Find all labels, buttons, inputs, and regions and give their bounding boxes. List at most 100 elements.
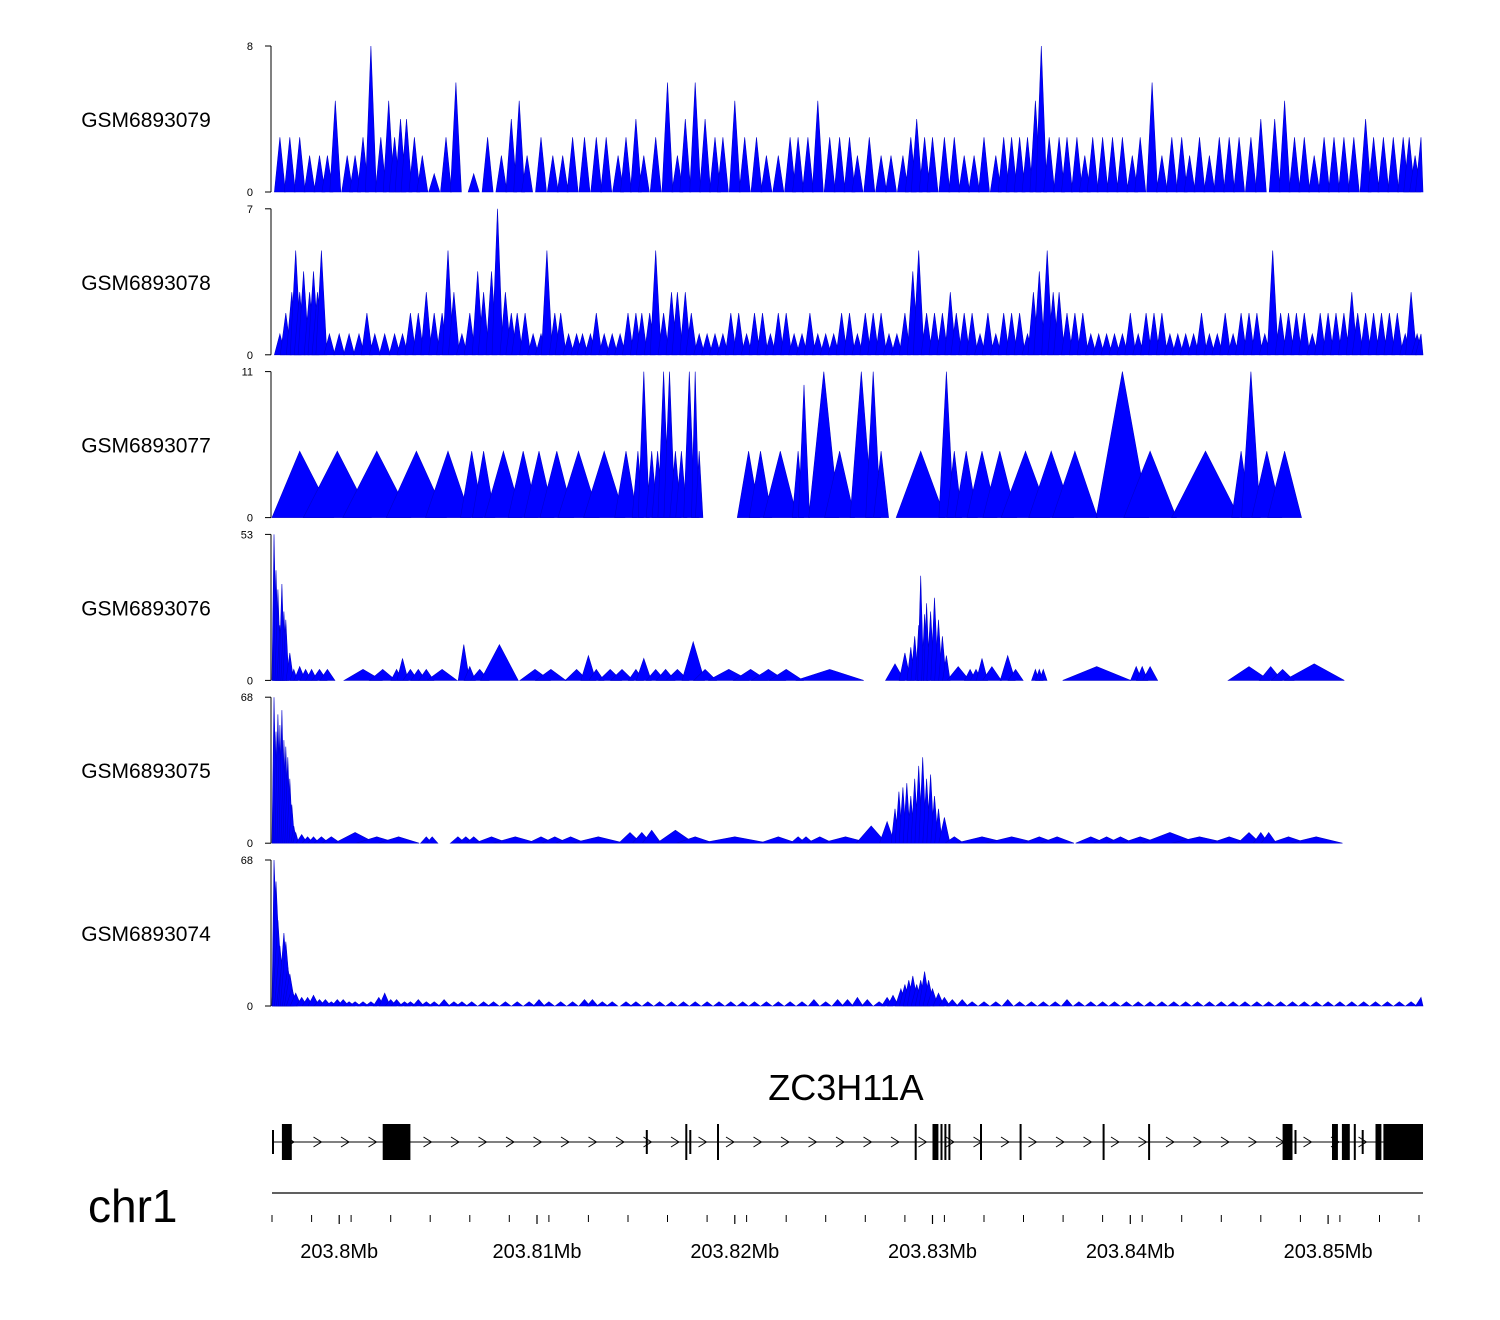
strand-arrow (670, 1136, 680, 1148)
gene-exon (1353, 1124, 1356, 1160)
peak (341, 155, 354, 193)
peak (1108, 1001, 1121, 1007)
peak (612, 155, 624, 193)
peak (873, 451, 889, 518)
peak (1013, 1001, 1026, 1007)
peak (1013, 313, 1026, 356)
genome-axis: 203.8Mb 203.81Mb 203.82Mb 203.83Mb 203.84Mb 2… (271, 1192, 1423, 1263)
peak (958, 313, 971, 356)
peak (455, 1001, 469, 1007)
peak (566, 1001, 579, 1007)
peak (699, 118, 711, 193)
peak (1131, 1001, 1145, 1007)
peak (899, 313, 911, 356)
peak (323, 332, 336, 356)
peak (912, 250, 925, 356)
gene-exon (1148, 1124, 1151, 1160)
peak (404, 313, 417, 356)
peak (802, 137, 814, 193)
peak (756, 313, 769, 356)
peak (1193, 137, 1206, 193)
coverage-tracks: GSM689307980GSM689307870GSM6893077110GSM… (81, 41, 1424, 1013)
strand-arrow (698, 1136, 708, 1148)
gene-exon (914, 1124, 917, 1160)
peak (657, 313, 670, 356)
peak (693, 668, 718, 681)
peak (724, 313, 737, 356)
peak (416, 155, 429, 193)
peak (824, 451, 855, 518)
peak (1391, 313, 1404, 356)
peak (855, 825, 887, 844)
peak (1132, 332, 1145, 356)
peak (867, 313, 880, 356)
peak (590, 313, 603, 356)
y-tick-label-min: 0 (247, 838, 253, 850)
peak (1191, 1001, 1204, 1007)
peak (315, 250, 328, 356)
peak (946, 666, 971, 681)
peak (823, 137, 836, 193)
peak (1043, 137, 1056, 193)
peak (1036, 1001, 1050, 1007)
track-GSM6893079: GSM6893079 8 0 (81, 41, 1424, 199)
peak (717, 137, 729, 193)
gene-exon (1332, 1124, 1338, 1160)
peak (1025, 1001, 1038, 1007)
peak (843, 137, 856, 193)
peak (390, 999, 403, 1007)
peak (1120, 1001, 1133, 1007)
peak (576, 332, 589, 356)
peak (343, 332, 355, 356)
peak (1289, 836, 1343, 844)
peak (948, 137, 961, 193)
peak (368, 669, 397, 681)
peak (480, 643, 519, 681)
track-GSM6893077: GSM6893077 11 0 (81, 367, 1302, 525)
gene-exon (1102, 1124, 1105, 1160)
peak (1214, 1001, 1228, 1007)
strand-arrow (368, 1136, 378, 1148)
strand-arrow (533, 1136, 543, 1148)
y-tick-label-max: 11 (242, 367, 253, 379)
peak (356, 1001, 370, 1007)
peak (546, 155, 559, 193)
strand-arrow (725, 1136, 735, 1148)
peak (365, 45, 377, 193)
peak (811, 332, 824, 356)
peak (808, 371, 840, 518)
peak (1328, 137, 1340, 193)
peak (481, 137, 494, 193)
peak (763, 451, 798, 518)
peak (879, 820, 896, 844)
peak (534, 669, 567, 681)
peak (505, 118, 518, 193)
strand-arrow (1303, 1136, 1313, 1148)
peak (527, 332, 539, 356)
peak (1321, 1001, 1335, 1007)
peak (377, 836, 420, 844)
peak (1338, 313, 1350, 356)
strand-arrow (478, 1136, 488, 1148)
peak (1267, 451, 1302, 518)
peak (851, 155, 864, 193)
gene-exon (1383, 1124, 1423, 1160)
peak (343, 669, 383, 681)
peak (843, 313, 856, 356)
peak (1142, 665, 1159, 681)
peak (1404, 1001, 1418, 1007)
peak (447, 1001, 461, 1007)
peak (942, 655, 951, 681)
peak (598, 332, 611, 356)
peak (804, 313, 816, 356)
peak (865, 371, 882, 518)
peak (1203, 1001, 1216, 1007)
peak (578, 137, 591, 193)
peak (885, 663, 905, 681)
strand-arrow (505, 1136, 515, 1148)
peak (1007, 668, 1024, 681)
strand-arrow (1000, 1136, 1010, 1148)
peak (456, 332, 468, 356)
strand-arrow (588, 1136, 598, 1148)
peak (1392, 1001, 1406, 1007)
